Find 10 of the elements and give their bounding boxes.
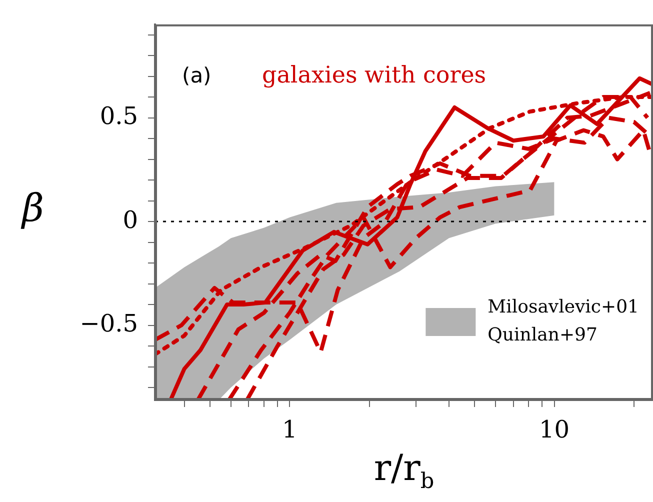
x-tick-label: 1: [282, 416, 298, 444]
y-axis-title: β: [22, 186, 44, 230]
y-tick-label: −0.5: [80, 310, 138, 338]
y-tick-label: 0: [122, 206, 138, 234]
annotation: (a): [182, 63, 212, 88]
x-tick-label: 10: [539, 416, 570, 444]
y-tick-label: 0.5: [100, 102, 138, 130]
x-axis-title: r/r$_{b}$: [372, 448, 436, 494]
legend-label: Milosavlevic+01 Quinlan+97: [488, 296, 640, 346]
annotation: galaxies with cores: [262, 62, 486, 88]
